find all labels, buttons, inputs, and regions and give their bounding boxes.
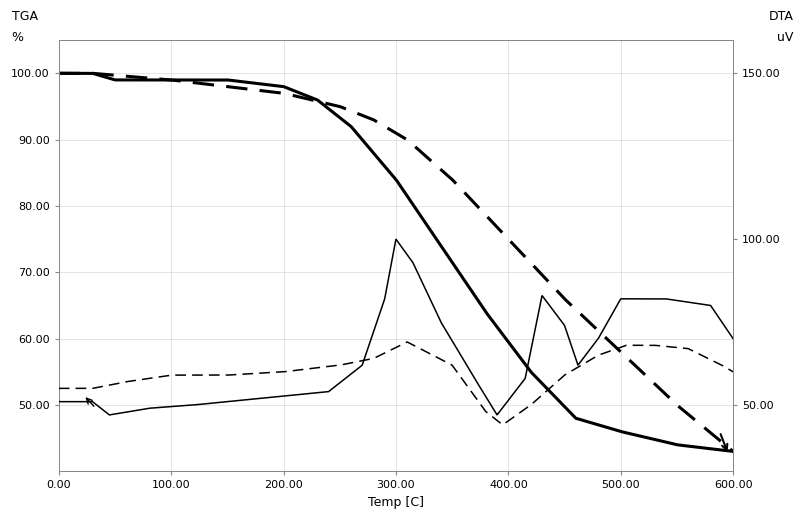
Text: %: % [11, 31, 23, 44]
Text: DTA: DTA [769, 10, 794, 23]
X-axis label: Temp [C]: Temp [C] [368, 496, 424, 509]
Text: TGA: TGA [11, 10, 38, 23]
Text: uV: uV [778, 31, 794, 44]
